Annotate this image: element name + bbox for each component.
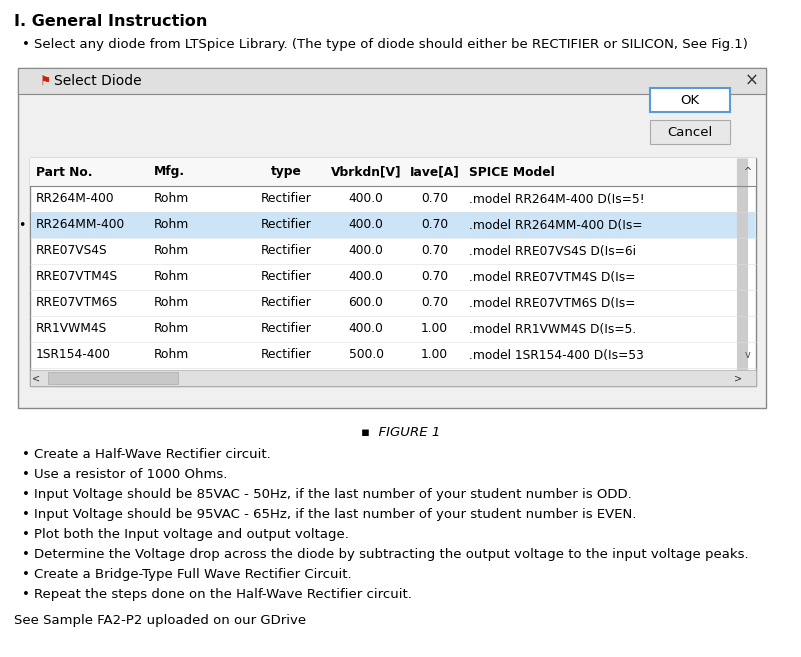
- Text: Rectifier: Rectifier: [260, 296, 312, 309]
- Text: Iave[A]: Iave[A]: [409, 166, 460, 179]
- Bar: [48, 373, 178, 384]
- Bar: [18, 68, 766, 408]
- Text: Plot both the Input voltage and output voltage.: Plot both the Input voltage and output v…: [34, 528, 349, 541]
- Text: .model RR1VWM4S D(Is=5.: .model RR1VWM4S D(Is=5.: [469, 323, 636, 336]
- Text: 500.0: 500.0: [348, 348, 384, 361]
- Text: Rohm: Rohm: [154, 193, 189, 206]
- Text: Rohm: Rohm: [154, 296, 189, 309]
- Text: .model RR264MM-400 D(Is=: .model RR264MM-400 D(Is=: [469, 219, 642, 231]
- Text: RR264MM-400: RR264MM-400: [36, 219, 125, 231]
- Text: 600.0: 600.0: [348, 296, 384, 309]
- Text: RRE07VTM6S: RRE07VTM6S: [36, 296, 118, 309]
- Text: .model RR264M-400 D(Is=5!: .model RR264M-400 D(Is=5!: [469, 193, 645, 206]
- Bar: [650, 88, 730, 112]
- Text: Rohm: Rohm: [154, 219, 189, 231]
- Text: •: •: [22, 588, 30, 601]
- Text: ⚑: ⚑: [40, 74, 51, 87]
- Text: 0.70: 0.70: [421, 244, 448, 258]
- Text: RRE07VS4S: RRE07VS4S: [36, 244, 107, 258]
- Text: v: v: [745, 350, 751, 360]
- Text: •: •: [18, 219, 26, 231]
- Text: 0.70: 0.70: [421, 271, 448, 284]
- Text: ×: ×: [745, 72, 759, 90]
- Text: Rectifier: Rectifier: [260, 219, 312, 231]
- Text: Select Diode: Select Diode: [54, 74, 142, 88]
- Text: Determine the Voltage drop across the diode by subtracting the output voltage to: Determine the Voltage drop across the di…: [34, 548, 749, 561]
- Text: <: <: [32, 373, 40, 383]
- Text: 400.0: 400.0: [348, 323, 384, 336]
- Text: Create a Bridge-Type Full Wave Rectifier Circuit.: Create a Bridge-Type Full Wave Rectifier…: [34, 568, 352, 581]
- Text: •: •: [22, 448, 30, 461]
- Text: Rohm: Rohm: [154, 348, 189, 361]
- Text: Cancel: Cancel: [667, 125, 713, 139]
- Text: 1.00: 1.00: [421, 348, 448, 361]
- Text: .model RRE07VTM6S D(Is=: .model RRE07VTM6S D(Is=: [469, 296, 635, 309]
- Text: Rectifier: Rectifier: [260, 193, 312, 206]
- Text: type: type: [271, 166, 301, 179]
- Text: 400.0: 400.0: [348, 244, 384, 258]
- Text: 1SR154-400: 1SR154-400: [36, 348, 111, 361]
- Text: SPICE Model: SPICE Model: [469, 166, 555, 179]
- Text: 400.0: 400.0: [348, 271, 384, 284]
- Text: Input Voltage should be 85VAC - 50Hz, if the last number of your student number : Input Voltage should be 85VAC - 50Hz, if…: [34, 488, 632, 501]
- Text: I. General Instruction: I. General Instruction: [14, 14, 207, 29]
- Text: Create a Half-Wave Rectifier circuit.: Create a Half-Wave Rectifier circuit.: [34, 448, 271, 461]
- Text: •: •: [22, 508, 30, 521]
- Text: Rohm: Rohm: [154, 323, 189, 336]
- Text: •: •: [22, 468, 30, 481]
- Text: ▪  FIGURE 1: ▪ FIGURE 1: [361, 426, 440, 439]
- Text: ^: ^: [744, 167, 752, 177]
- Bar: [18, 68, 766, 94]
- Text: 400.0: 400.0: [348, 219, 384, 231]
- Bar: [650, 120, 730, 144]
- Text: 1.00: 1.00: [421, 323, 448, 336]
- Text: Part No.: Part No.: [36, 166, 92, 179]
- Text: Vbrkdn[V]: Vbrkdn[V]: [331, 166, 401, 179]
- Text: .model 1SR154-400 D(Is=53: .model 1SR154-400 D(Is=53: [469, 348, 644, 361]
- Text: Rohm: Rohm: [154, 271, 189, 284]
- Text: •: •: [22, 488, 30, 501]
- Text: Use a resistor of 1000 Ohms.: Use a resistor of 1000 Ohms.: [34, 468, 227, 481]
- Text: •: •: [22, 568, 30, 581]
- Text: Rectifier: Rectifier: [260, 244, 312, 258]
- Text: 0.70: 0.70: [421, 296, 448, 309]
- Text: 0.70: 0.70: [421, 193, 448, 206]
- Text: .model RRE07VTM4S D(Is=: .model RRE07VTM4S D(Is=: [469, 271, 635, 284]
- Text: Input Voltage should be 95VAC - 65Hz, if the last number of your student number : Input Voltage should be 95VAC - 65Hz, if…: [34, 508, 636, 521]
- Text: •: •: [22, 528, 30, 541]
- Bar: [30, 158, 756, 386]
- Text: >: >: [734, 373, 742, 383]
- Text: Rectifier: Rectifier: [260, 348, 312, 361]
- Text: Select any diode from LTSpice Library. (The type of diode should either be RECTI: Select any diode from LTSpice Library. (…: [34, 38, 748, 51]
- Text: RRE07VTM4S: RRE07VTM4S: [36, 271, 118, 284]
- Bar: [31, 212, 755, 238]
- Text: 0.70: 0.70: [421, 219, 448, 231]
- Text: RR1VWM4S: RR1VWM4S: [36, 323, 107, 336]
- Text: 400.0: 400.0: [348, 193, 384, 206]
- Text: See Sample FA2-P2 uploaded on our GDrive: See Sample FA2-P2 uploaded on our GDrive: [14, 614, 306, 627]
- Text: Repeat the steps done on the Half-Wave Rectifier circuit.: Repeat the steps done on the Half-Wave R…: [34, 588, 412, 601]
- Text: Rectifier: Rectifier: [260, 271, 312, 284]
- Text: Rectifier: Rectifier: [260, 323, 312, 336]
- Text: OK: OK: [680, 93, 699, 106]
- Bar: [30, 158, 756, 186]
- Text: Mfg.: Mfg.: [154, 166, 185, 179]
- Text: •: •: [22, 548, 30, 561]
- Text: .model RRE07VS4S D(Is=6i: .model RRE07VS4S D(Is=6i: [469, 244, 636, 258]
- Text: RR264M-400: RR264M-400: [36, 193, 115, 206]
- Text: •: •: [22, 38, 30, 51]
- Text: Rohm: Rohm: [154, 244, 189, 258]
- Bar: [30, 371, 756, 386]
